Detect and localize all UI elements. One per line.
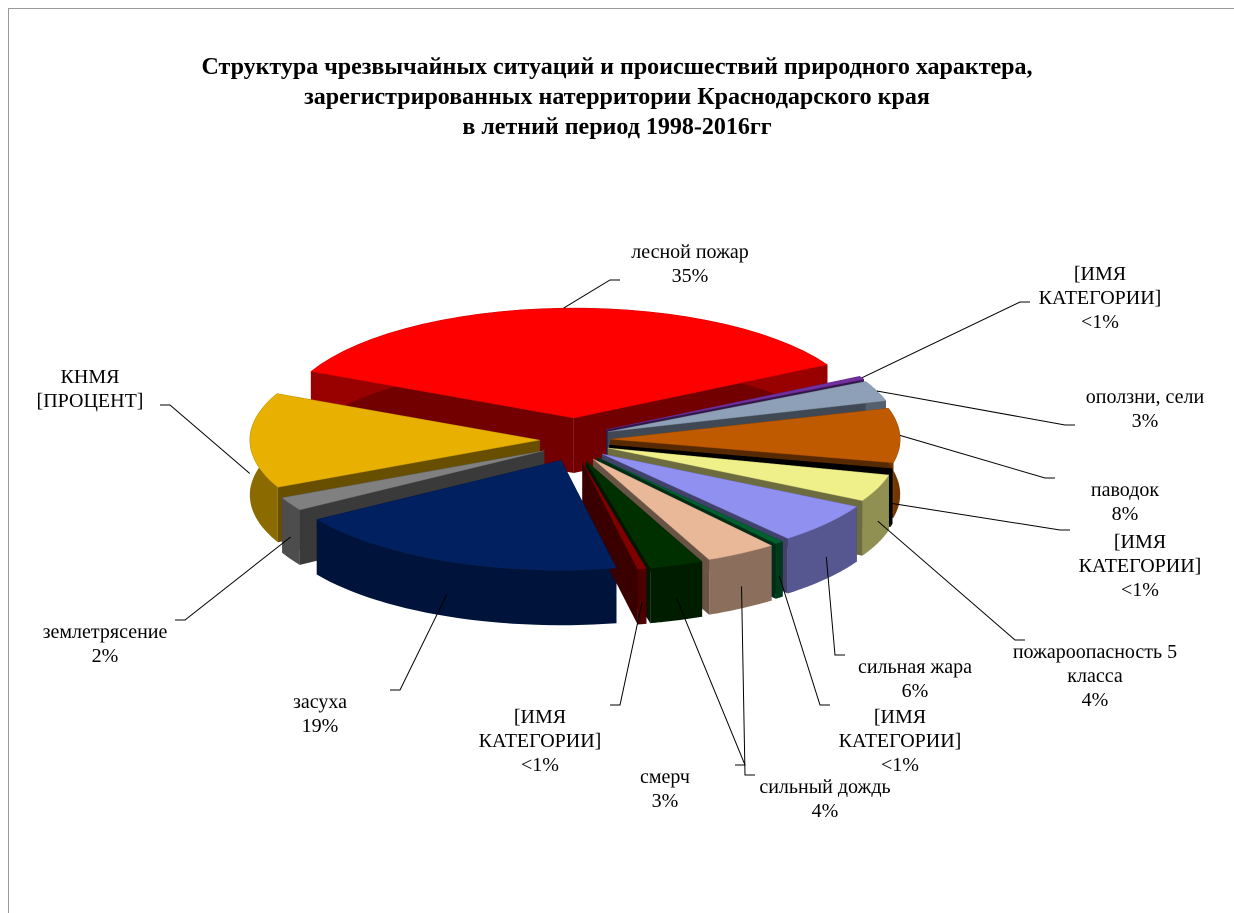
category-label: сильная жара bbox=[857, 656, 973, 678]
leader-line bbox=[876, 390, 1075, 426]
data-label: [ИМЯ КАТЕГОРИИ] <1% bbox=[1015, 262, 1185, 334]
leader-line bbox=[676, 598, 746, 766]
data-label: сильный дождь 4% bbox=[740, 775, 910, 823]
slice-wall bbox=[709, 545, 772, 615]
leader-line bbox=[390, 594, 448, 691]
category-label: лесной пожар bbox=[631, 241, 749, 263]
chart-title: Структура чрезвычайных ситуаций и происш… bbox=[201, 54, 1033, 140]
value-label: 3% bbox=[651, 790, 679, 812]
leader-line bbox=[891, 502, 1070, 531]
value-label: <1% bbox=[1121, 579, 1159, 601]
slice-top bbox=[316, 459, 617, 571]
leader-line bbox=[160, 404, 251, 474]
category-label: пожароопасность 5 класса bbox=[1012, 641, 1178, 687]
category-label: [ИМЯ КАТЕГОРИИ] bbox=[1038, 263, 1162, 309]
category-label: засуха bbox=[292, 691, 347, 713]
leader-line bbox=[175, 536, 291, 621]
value-label: [ПРОЦЕНТ] bbox=[36, 390, 144, 412]
leader-line bbox=[741, 586, 755, 776]
leader-line bbox=[825, 556, 845, 656]
data-label: [ИМЯ КАТЕГОРИИ] <1% bbox=[1055, 530, 1225, 602]
data-label: паводок 8% bbox=[1040, 478, 1210, 526]
chart-frame bbox=[8, 8, 1234, 913]
data-label: землетрясение 2% bbox=[20, 620, 190, 668]
category-label: сильный дождь bbox=[759, 776, 891, 798]
data-label: засуха 19% bbox=[235, 690, 405, 738]
slice-wall bbox=[775, 541, 783, 599]
value-label: <1% bbox=[521, 754, 559, 776]
value-label: 2% bbox=[91, 645, 119, 667]
data-label: сильная жара 6% bbox=[830, 655, 1000, 703]
data-label: [ИМЯ КАТЕГОРИИ] <1% bbox=[815, 705, 985, 777]
slice-top bbox=[585, 460, 703, 569]
slice-side bbox=[582, 461, 638, 625]
slice-top bbox=[609, 444, 894, 473]
slice-top bbox=[281, 450, 545, 511]
category-label: смерч bbox=[640, 766, 690, 788]
category-label: [ИМЯ КАТЕГОРИИ] bbox=[838, 706, 962, 752]
leader-line bbox=[563, 279, 620, 309]
slice-wall bbox=[862, 475, 889, 556]
slice-wall bbox=[787, 506, 857, 594]
value-label: 19% bbox=[301, 715, 339, 737]
data-label: КНМЯ [ПРОЦЕНТ] bbox=[5, 365, 175, 413]
slice-top bbox=[607, 381, 887, 433]
value-label: 3% bbox=[1131, 410, 1159, 432]
data-label: [ИМЯ КАТЕГОРИИ] <1% bbox=[455, 705, 625, 777]
category-label: [ИМЯ КАТЕГОРИИ] bbox=[1078, 531, 1202, 577]
category-label: землетрясение bbox=[42, 621, 168, 643]
leader-line bbox=[861, 301, 1030, 379]
slice-wall bbox=[316, 519, 617, 626]
category-label: оползни, сели bbox=[1085, 386, 1205, 408]
data-label: смерч 3% bbox=[580, 765, 750, 813]
slice-top bbox=[592, 458, 773, 560]
category-label: паводок bbox=[1090, 479, 1160, 501]
data-label: оползни, сели 3% bbox=[1060, 385, 1230, 433]
slice-top bbox=[607, 447, 890, 501]
slice-top bbox=[249, 393, 540, 488]
leader-line bbox=[778, 575, 830, 706]
value-label: <1% bbox=[1081, 311, 1119, 333]
data-label: пожароопасность 5 класса 4% bbox=[1010, 640, 1180, 712]
value-label: 4% bbox=[811, 800, 839, 822]
leader-line bbox=[899, 434, 1055, 479]
category-label: КНМЯ bbox=[60, 366, 120, 388]
slice-wall bbox=[650, 561, 703, 624]
slice-top bbox=[602, 453, 858, 539]
value-label: 6% bbox=[901, 680, 929, 702]
value-label: 8% bbox=[1111, 503, 1139, 525]
slice-wall bbox=[282, 497, 300, 565]
category-label: [ИМЯ КАТЕГОРИИ] bbox=[478, 706, 602, 752]
slice-top bbox=[582, 461, 647, 570]
slice-wall bbox=[890, 468, 893, 527]
leader-line bbox=[610, 602, 643, 706]
slice-top bbox=[596, 456, 784, 545]
value-label: 35% bbox=[671, 265, 709, 287]
value-label: 4% bbox=[1081, 689, 1109, 711]
data-label: лесной пожар 35% bbox=[605, 240, 775, 288]
leader-line bbox=[877, 520, 1025, 641]
value-label: <1% bbox=[881, 754, 919, 776]
